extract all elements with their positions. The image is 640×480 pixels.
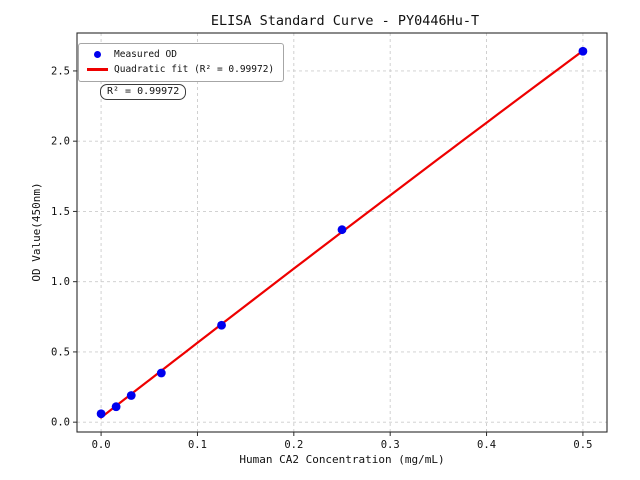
x-tick-label: 0.1	[188, 439, 207, 451]
data-point	[337, 225, 347, 235]
plot-frame	[76, 32, 608, 433]
y-tick-label: 2.5	[51, 65, 70, 77]
y-tick-label: 2.0	[51, 136, 70, 148]
data-point	[96, 409, 106, 419]
fit-line-icon	[86, 68, 108, 71]
x-tick-label: 0.3	[381, 439, 400, 451]
legend-label-measured-od: Measured OD	[114, 49, 177, 60]
data-point	[156, 368, 166, 378]
data-point	[111, 402, 121, 412]
legend-marker-area	[84, 51, 110, 58]
data-layer	[96, 46, 588, 419]
axis-layer: 0.0 0.1 0.2 0.3 0.4 0.5 0.0 0.5 1.0 1.5 2.0 2.5	[51, 32, 608, 451]
x-tick-label: 0.2	[284, 439, 303, 451]
chart-title: ELISA Standard Curve - PY0446Hu-T	[211, 13, 479, 29]
legend-item-measured-od: Measured OD	[84, 47, 274, 62]
y-tick-label: 0.5	[51, 346, 70, 358]
x-tick-label: 0.4	[477, 439, 496, 451]
legend-item-quadratic-fit: Quadratic fit (R² = 0.99972)	[84, 62, 274, 77]
x-tick-label: 0.0	[92, 439, 111, 451]
y-axis-label: OD Value(450nm)	[30, 182, 43, 281]
data-point	[126, 391, 136, 400]
legend-marker-area	[84, 68, 110, 71]
legend-label-quadratic-fit: Quadratic fit (R² = 0.99972)	[114, 64, 275, 75]
x-axis-label: Human CA2 Concentration (mg/mL)	[239, 453, 444, 466]
legend: Measured OD Quadratic fit (R² = 0.99972)	[78, 43, 285, 82]
y-tick-label: 1.0	[51, 276, 70, 288]
y-tick-label: 0.0	[51, 417, 70, 429]
scatter-marker-icon	[93, 51, 101, 58]
grid-layer	[77, 33, 607, 432]
y-tick-label: 1.5	[51, 206, 70, 218]
data-point	[578, 46, 588, 56]
r-squared-annotation: R² = 0.99972	[100, 84, 187, 100]
x-tick-label: 0.5	[573, 439, 592, 451]
quadratic-fit-line	[99, 49, 585, 419]
data-point	[217, 320, 226, 330]
